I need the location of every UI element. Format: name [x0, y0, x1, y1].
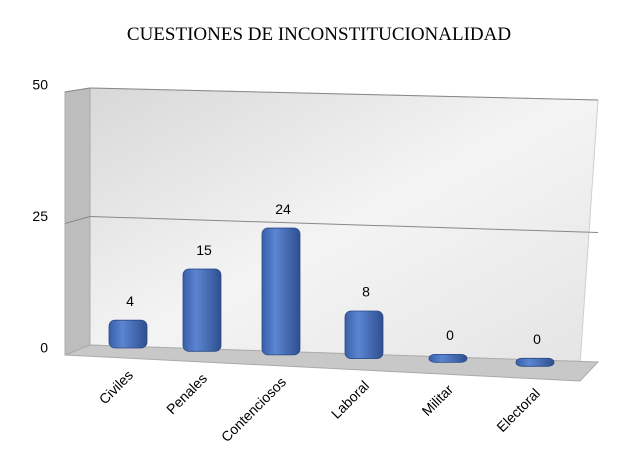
floor: [64, 344, 600, 382]
y-tick-label: 50: [32, 77, 48, 93]
bar: [428, 353, 468, 363]
data-label: 0: [446, 327, 454, 343]
bar: [515, 357, 555, 367]
data-label: 24: [275, 201, 291, 217]
grid-line: [89, 87, 599, 101]
x-tick-label: Laboral: [328, 377, 372, 421]
x-tick-label: Contenciosos: [218, 374, 289, 445]
data-label: 15: [196, 242, 212, 258]
data-label: 4: [126, 293, 134, 309]
data-label: 8: [362, 284, 370, 300]
data-label: 0: [533, 331, 541, 347]
back-wall: [89, 87, 599, 366]
x-tick-label: Electoral: [493, 385, 543, 435]
bar: [182, 268, 222, 352]
grid-line: [64, 216, 91, 224]
y-tick-label: 25: [32, 208, 48, 224]
bar: [261, 227, 301, 356]
chart-title: CUESTIONES DE INCONSTITUCIONALIDAD: [127, 24, 511, 45]
x-tick-label: Civiles: [96, 367, 136, 407]
x-tick-label: Penales: [163, 370, 210, 417]
side-wall: [64, 87, 91, 356]
bar: [344, 310, 384, 360]
y-tick-label: 0: [40, 340, 48, 356]
x-tick-label: Militar: [418, 381, 456, 419]
grid-line: [64, 87, 91, 93]
grid-line: [89, 216, 599, 233]
bar: [108, 319, 148, 349]
